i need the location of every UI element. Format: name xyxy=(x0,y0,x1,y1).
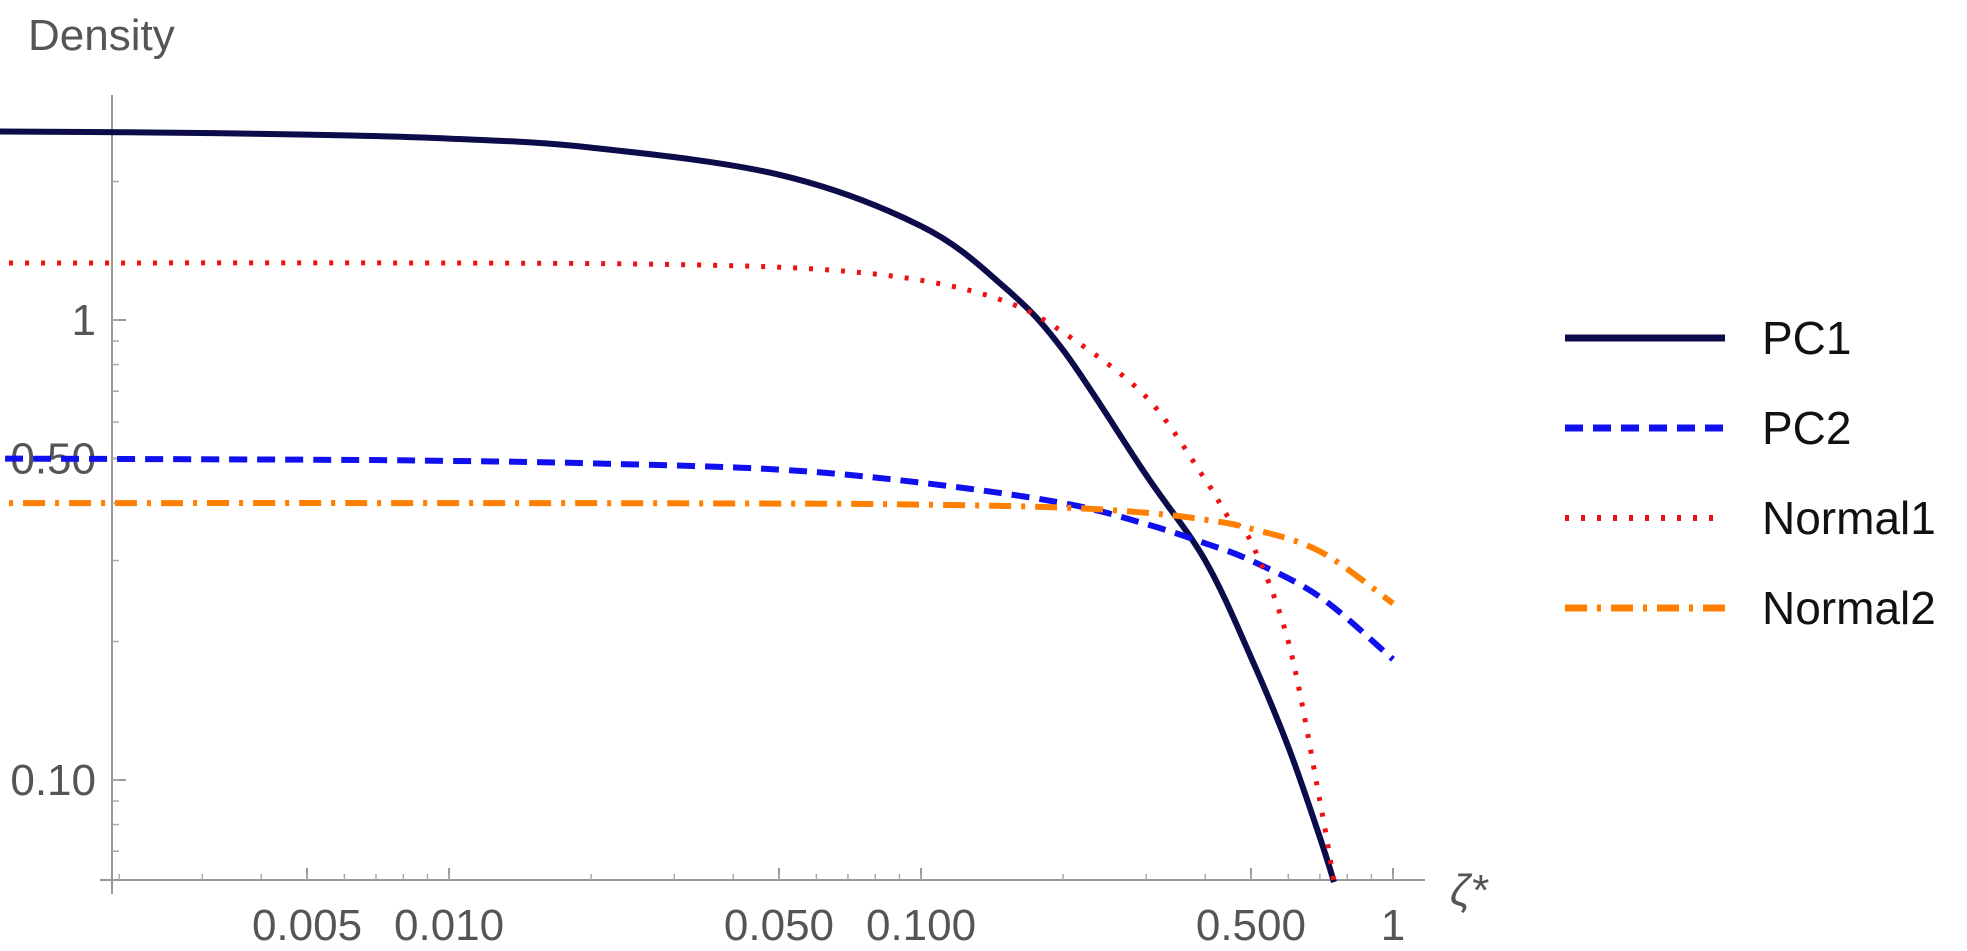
series-layer xyxy=(0,128,1395,883)
y-minor-ticks xyxy=(112,180,119,853)
legend-item: PC1 xyxy=(1565,312,1851,364)
legend-label: PC1 xyxy=(1762,312,1851,364)
series-line-normal2 xyxy=(0,500,1395,606)
series-line-pc2 xyxy=(0,455,1395,662)
x-axis-label: ζ* xyxy=(1450,866,1489,915)
legend-label: Normal2 xyxy=(1762,582,1936,634)
y-tick-label: 1 xyxy=(72,296,96,345)
x-tick-label: 1 xyxy=(1381,901,1405,950)
y-tick-label: 0.50 xyxy=(10,434,96,483)
legend-item: PC2 xyxy=(1565,402,1851,454)
x-tick-label: 0.005 xyxy=(252,901,362,950)
legend-item: Normal1 xyxy=(1565,492,1936,544)
x-tick-label: 0.100 xyxy=(866,901,976,950)
x-minor-ticks xyxy=(118,874,1394,880)
x-tick-label: 0.010 xyxy=(394,901,504,950)
legend: PC1 PC2 Normal1 Normal2 xyxy=(1565,312,1936,634)
y-ticks: 0.10 0.50 1 xyxy=(10,296,126,805)
series-line-pc1 xyxy=(0,128,1337,883)
series-line-normal1 xyxy=(0,260,1337,883)
legend-label: PC2 xyxy=(1762,402,1851,454)
legend-item: Normal2 xyxy=(1565,582,1936,634)
x-tick-label: 0.500 xyxy=(1196,901,1306,950)
y-axis-label: Density xyxy=(28,11,175,60)
axes: 0.005 0.010 0.050 0.100 0.500 1 0.10 0.50 1 xyxy=(10,95,1425,950)
x-ticks: 0.005 0.010 0.050 0.100 0.500 1 xyxy=(252,868,1405,950)
y-tick-label: 0.10 xyxy=(10,756,96,805)
legend-label: Normal1 xyxy=(1762,492,1936,544)
x-tick-label: 0.050 xyxy=(724,901,834,950)
